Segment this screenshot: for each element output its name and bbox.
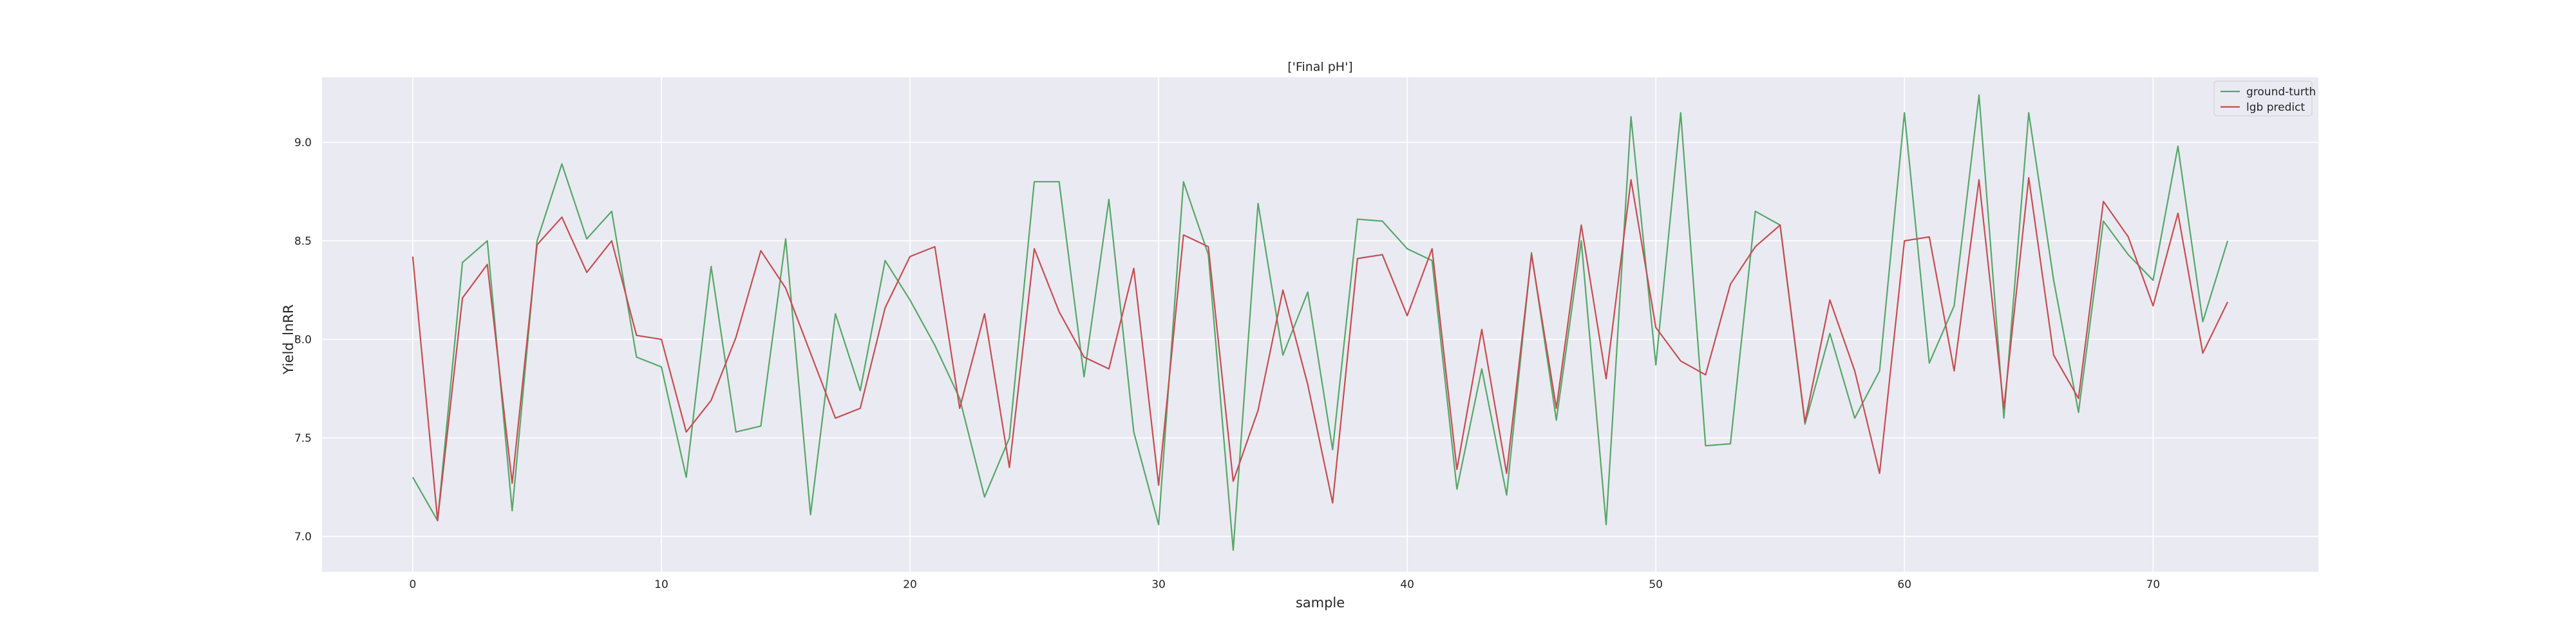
x-tick-label: 30 <box>1151 578 1166 591</box>
series-lines <box>412 94 2229 551</box>
x-tick-label: 50 <box>1649 578 1663 591</box>
y-tick-label: 7.0 <box>294 531 312 544</box>
chart-title: ['Final pH'] <box>1287 60 1352 74</box>
x-tick-label: 60 <box>1897 578 1911 591</box>
y-tick-label: 9.0 <box>294 137 312 149</box>
series-line-ground-turth <box>412 94 2229 551</box>
x-tick-label: 20 <box>903 578 917 591</box>
x-axis-label: sample <box>1296 595 1345 611</box>
x-tick-label: 70 <box>2146 578 2160 591</box>
plot-area <box>322 77 2318 572</box>
y-tick-label: 8.0 <box>294 334 312 346</box>
x-tick-label: 10 <box>654 578 668 591</box>
legend: ground-turth lgb predict <box>2213 80 2316 117</box>
y-tick-label: 8.5 <box>294 235 312 248</box>
legend-label: lgb predict <box>2246 101 2305 114</box>
legend-label: ground-turth <box>2246 86 2316 99</box>
y-tick-label: 7.5 <box>294 432 312 445</box>
series-line-lgb-predict <box>412 176 2229 522</box>
x-tick-label: 0 <box>409 578 416 591</box>
x-tick-label: 40 <box>1400 578 1414 591</box>
y-axis-label: Yield_lnRR <box>281 305 297 375</box>
tick-labels: 0 10 20 30 40 50 60 70 7.0 7.5 8.0 8.5 9.0 <box>294 137 2160 591</box>
